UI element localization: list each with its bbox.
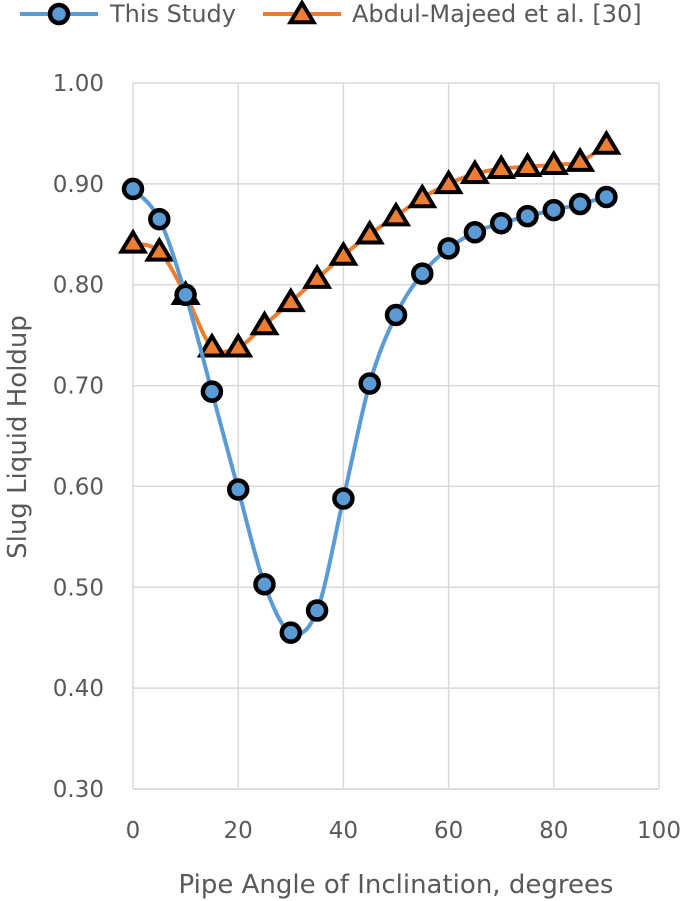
data-point [568, 192, 592, 216]
data-point [144, 236, 175, 262]
data-point [459, 158, 490, 185]
legend-marker [286, 0, 318, 25]
y-tick-label: 0.60 [53, 474, 104, 500]
data-point [565, 146, 596, 172]
data-point [489, 211, 513, 235]
data-point [595, 185, 618, 209]
series-layer [117, 129, 622, 644]
legend-label: This Study [109, 0, 236, 28]
gridlines [132, 82, 660, 790]
legend-marker [47, 2, 71, 26]
data-point [174, 283, 197, 307]
data-point [305, 599, 329, 622]
x-tick-label: 20 [224, 818, 253, 844]
data-point [223, 332, 254, 358]
y-axis-title: Slug Liquid Holdup [3, 315, 33, 559]
data-point [433, 168, 464, 195]
legend-label: Abdul-Majeed et al. [30] [352, 0, 642, 28]
legend-item: This Study [20, 0, 236, 28]
data-point [249, 310, 280, 336]
data-point [121, 177, 145, 201]
data-point [253, 573, 276, 596]
data-point [148, 207, 171, 231]
y-tick-label: 0.30 [53, 777, 104, 803]
data-point [354, 219, 385, 245]
y-tick-label: 0.90 [53, 172, 104, 198]
y-tick-label: 1.00 [53, 71, 104, 97]
data-point [302, 263, 333, 289]
y-tick-label: 0.40 [53, 676, 104, 702]
data-point [437, 237, 460, 260]
y-tick-label: 0.70 [53, 374, 104, 400]
tick-labels: 0.30 0.40 0.50 0.60 0.70 0.80 0.90 1.00 0 20 40 60 8… [53, 71, 681, 844]
x-tick-label: 0 [126, 818, 141, 844]
data-point [332, 487, 355, 510]
data-point [463, 221, 487, 244]
data-point [279, 621, 303, 644]
y-tick-label: 0.80 [53, 273, 104, 299]
data-point [486, 153, 517, 179]
x-tick-label: 60 [434, 818, 463, 844]
data-point [226, 478, 250, 501]
data-point [542, 198, 566, 222]
data-point [358, 372, 381, 395]
data-point [512, 151, 543, 177]
data-point [328, 240, 359, 266]
x-tick-label: 100 [637, 818, 681, 844]
data-point [384, 303, 408, 327]
data-point [200, 380, 224, 403]
data-point [411, 262, 434, 285]
data-point [591, 129, 622, 155]
data-point [196, 332, 227, 358]
y-tick-label: 0.50 [53, 575, 104, 601]
data-point [516, 204, 539, 228]
x-tick-label: 80 [539, 818, 568, 844]
series-abdul-majeed [117, 129, 622, 358]
legend: This Study Abdul-Majeed et al. [30] [20, 0, 642, 28]
data-point [117, 228, 149, 254]
legend-item: Abdul-Majeed et al. [30] [263, 0, 642, 28]
data-point [407, 183, 438, 209]
data-point [380, 201, 412, 227]
series-line [131, 187, 607, 637]
series-this-study [121, 177, 618, 644]
data-point [538, 149, 569, 175]
x-axis-title: Pipe Angle of Inclination, degrees [179, 870, 614, 900]
x-tick-label: 40 [329, 818, 358, 844]
data-point [275, 286, 306, 313]
